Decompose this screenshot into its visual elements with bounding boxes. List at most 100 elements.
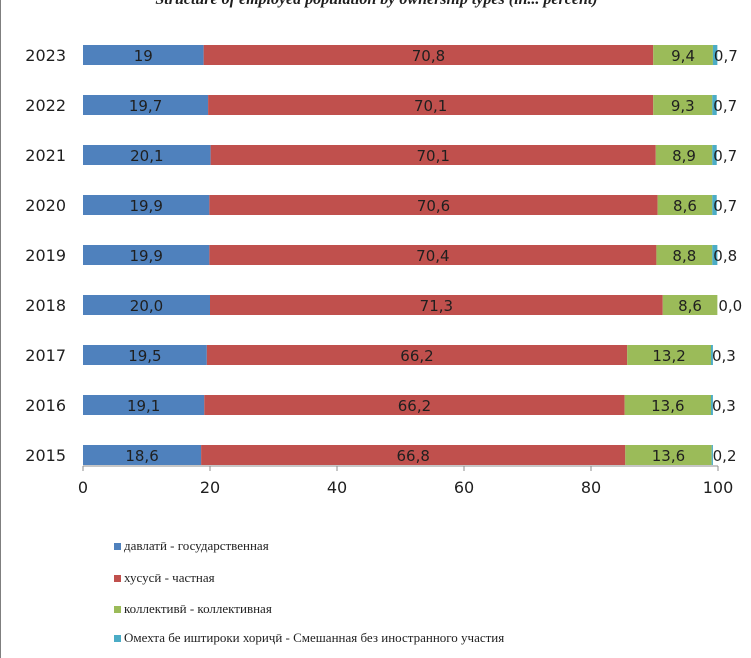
data-label: 66,2 [400, 347, 433, 365]
data-label: 71,3 [420, 297, 453, 315]
bar-segment [712, 145, 717, 165]
bar-segment [712, 195, 717, 215]
category-label: 2023 [25, 46, 66, 65]
category-label: 2020 [25, 196, 66, 215]
data-label: 19,9 [129, 197, 162, 215]
legend-swatch [114, 635, 121, 642]
data-label: 70,8 [412, 47, 445, 65]
chart-title: Structure of employed population by owne… [1, 0, 751, 9]
legend-swatch [114, 575, 121, 582]
x-tick-label: 0 [78, 478, 88, 497]
bar-segment [653, 95, 713, 115]
bar-segment [653, 45, 713, 65]
bar-segment [206, 345, 628, 365]
data-label: 0,3 [712, 397, 736, 415]
bar-segment [625, 445, 712, 465]
legend-item: Омехта бе иштироки хориҷӣ - Смешанная бе… [114, 630, 504, 646]
bar-segment [83, 195, 210, 215]
data-label: 66,2 [398, 397, 431, 415]
legend-swatch [114, 543, 121, 550]
bar-segment [208, 95, 654, 115]
data-label: 0,3 [712, 347, 736, 365]
bar-segment [83, 395, 205, 415]
bar-segment [83, 345, 207, 365]
legend-label: Омехта бе иштироки хориҷӣ - Смешанная бе… [124, 630, 505, 645]
category-label: 2021 [25, 146, 66, 165]
data-label: 0,8 [713, 247, 737, 265]
data-label: 0,7 [713, 147, 737, 165]
data-label: 0,2 [713, 447, 737, 465]
bar-segment [711, 445, 713, 465]
bar-segment [209, 245, 657, 265]
data-label: 13,6 [651, 397, 684, 415]
category-label: 2017 [25, 346, 66, 365]
bar-segment [83, 245, 210, 265]
legend-label: давлатӣ - государственная [124, 538, 269, 553]
bar-segment [711, 345, 713, 365]
bar-segment [83, 295, 210, 315]
data-label: 66,8 [396, 447, 429, 465]
bar-segment [711, 395, 713, 415]
data-label: 0,7 [714, 47, 738, 65]
bar-segment [712, 45, 718, 65]
category-label: 2018 [25, 296, 66, 315]
data-label: 70,1 [416, 147, 449, 165]
category-label: 2019 [25, 246, 66, 265]
data-label: 19,7 [129, 97, 162, 115]
data-label: 8,6 [673, 197, 697, 215]
data-label: 0,0 [718, 297, 742, 315]
x-tick-label: 80 [581, 478, 601, 497]
x-tick-label: 100 [703, 478, 734, 497]
bar-segment [210, 295, 663, 315]
data-label: 19,9 [129, 247, 162, 265]
bar-segment [656, 245, 713, 265]
bar-segment [662, 295, 718, 315]
bar-segment [624, 395, 712, 415]
data-label: 70,4 [416, 247, 449, 265]
data-label: 0,7 [713, 197, 737, 215]
data-label: 20,0 [130, 297, 163, 315]
data-label: 13,2 [652, 347, 685, 365]
category-label: 2016 [25, 396, 66, 415]
data-label: 13,6 [652, 447, 685, 465]
bar-segment [657, 195, 713, 215]
data-label: 18,6 [125, 447, 158, 465]
data-label: 19 [134, 47, 153, 65]
data-label: 19,1 [127, 397, 160, 415]
bar-segment [712, 95, 717, 115]
x-tick-label: 20 [200, 478, 220, 497]
bar-segment [712, 245, 718, 265]
data-label: 19,5 [128, 347, 161, 365]
data-label: 8,9 [672, 147, 696, 165]
category-label: 2022 [25, 96, 66, 115]
x-tick-label: 60 [454, 478, 474, 497]
bar-segment [83, 45, 204, 65]
data-label: 8,6 [678, 297, 702, 315]
legend-item: коллективӣ - коллективная [114, 601, 272, 617]
legend-label: хусусӣ - частная [124, 570, 215, 585]
bar-segment [201, 445, 626, 465]
bar-segment [203, 45, 654, 65]
data-label: 9,4 [671, 47, 695, 65]
legend-label: коллективӣ - коллективная [124, 601, 272, 616]
bar-segment [204, 395, 625, 415]
data-label: 9,3 [671, 97, 695, 115]
bar-segment [83, 95, 209, 115]
data-label: 0,7 [713, 97, 737, 115]
x-tick-label: 40 [327, 478, 347, 497]
data-label: 70,6 [417, 197, 450, 215]
category-label: 2015 [25, 446, 66, 465]
bar-segment [83, 145, 211, 165]
bar-segment [209, 195, 658, 215]
bar-segment [655, 145, 713, 165]
bar-segment [83, 445, 202, 465]
legend-item: давлатӣ - государственная [114, 538, 269, 554]
legend-item: хусусӣ - частная [114, 570, 215, 586]
data-label: 70,1 [414, 97, 447, 115]
bar-segment [627, 345, 712, 365]
data-label: 8,8 [672, 247, 696, 265]
legend-swatch [114, 606, 121, 613]
data-label: 20,1 [130, 147, 163, 165]
